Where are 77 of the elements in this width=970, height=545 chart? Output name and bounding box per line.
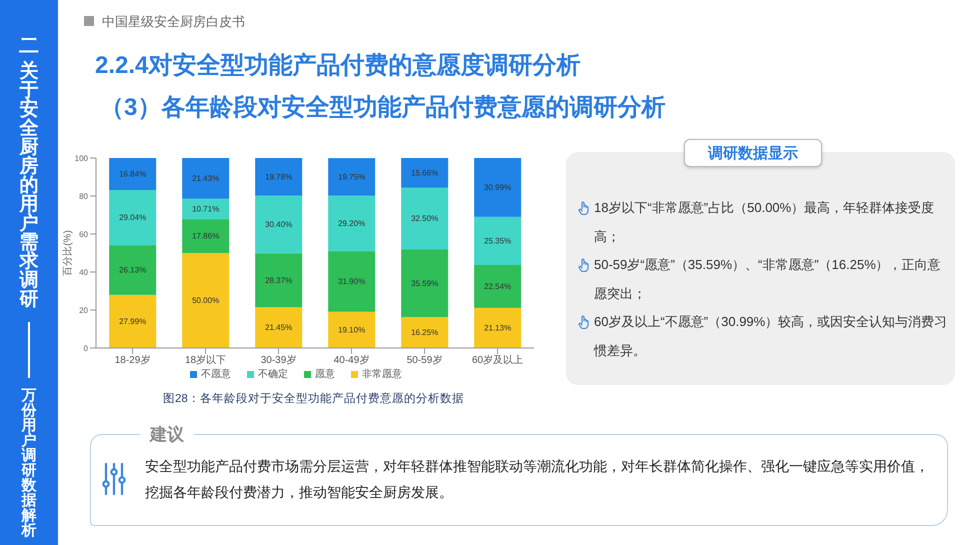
x-tick-label: 60岁及以上: [472, 354, 524, 366]
text: 50-59岁“愿意”（35.59%）、“非常愿意”（16.25%），正向意愿突出；: [594, 256, 942, 302]
bar: [401, 158, 448, 188]
data-label: 29.20%: [338, 218, 366, 228]
x-tick-label: 40-49岁: [334, 354, 370, 366]
text: 18岁以下“非常愿意”占比（50.00%）最高，年轻群体接受度高；: [594, 199, 936, 246]
bar: [401, 250, 448, 318]
bar: [255, 196, 302, 254]
data-label: 21.45%: [265, 323, 292, 332]
bar: [255, 253, 302, 308]
chart-subtitle: （3）各年龄段对安全型功能产品付费意愿的调研分析: [100, 93, 666, 123]
bar: [328, 196, 376, 252]
y-tick-label: 60: [79, 230, 89, 239]
text: 安全型功能产品付费市场需分层运营，对年轻群体推智能联动等潮流化功能，对年长群体简化操作、强化一键应急等实用价值，挖掘各年龄段付费潜力，推动智能安全厨房发展。: [145, 457, 930, 502]
data-label: 31.90%: [338, 276, 366, 286]
bar: [474, 158, 522, 217]
y-tick-label: 100: [74, 154, 89, 163]
data-label: 26.13%: [119, 265, 146, 274]
legend-label: 不愿意: [200, 368, 231, 381]
data-label: 27.99%: [119, 316, 146, 326]
bar: [182, 219, 230, 253]
data-label: 29.04%: [119, 213, 146, 222]
legend-label: 愿意: [314, 368, 335, 381]
data-label: 32.50%: [411, 214, 438, 224]
bar: [474, 265, 522, 308]
legend-label: 非常愿意: [361, 368, 402, 381]
bar: [109, 158, 156, 190]
x-tick-label: 50-59岁: [406, 354, 442, 366]
text: 万份用户调研数据解析: [22, 387, 36, 539]
data-label: 28.37%: [265, 276, 292, 285]
bar: [109, 190, 156, 246]
text: 60岁及以上“不愿意”（30.99%）较高，或因安全认知与消费习惯差异。: [594, 313, 948, 360]
bar: [328, 251, 376, 312]
y-tick-label: 20: [79, 306, 89, 315]
bar: [401, 317, 448, 348]
text: 关于安全厨房的用户需求调研: [20, 61, 38, 310]
data-label: 16.25%: [411, 328, 438, 338]
data-label: 21.43%: [192, 174, 220, 183]
bar: [182, 198, 230, 220]
y-tick-label: 80: [79, 192, 89, 201]
x-tick-label: 30-39岁: [260, 354, 296, 366]
data-label: 16.84%: [119, 170, 146, 178]
legend-label: 不确定: [257, 368, 288, 381]
bar: [109, 245, 156, 295]
data-label: 15.66%: [411, 168, 438, 178]
data-label: 21.13%: [484, 323, 512, 332]
text: 二: [18, 35, 40, 57]
data-label: 19.75%: [338, 172, 366, 182]
data-label: 30.40%: [265, 220, 292, 229]
bar: [401, 188, 448, 250]
bar: [255, 307, 302, 348]
data-label: 35.59%: [411, 278, 438, 288]
data-label: 19.10%: [338, 325, 366, 334]
x-tick-label: 18-29岁: [114, 354, 150, 366]
text: 建议: [140, 424, 194, 446]
bar: [474, 216, 522, 266]
caption: 图28：各年龄段对于安全型功能产品付费意愿的分析数据: [163, 392, 464, 407]
y-tick-label: 0: [84, 344, 89, 353]
bar: [255, 158, 302, 196]
y-axis-title: 百分比(%): [62, 230, 74, 276]
data-label: 22.54%: [484, 282, 512, 291]
data-label: 30.99%: [484, 182, 512, 192]
bar: [474, 308, 522, 348]
bar: [328, 312, 376, 348]
x-tick-label: 18岁以下: [184, 354, 226, 366]
data-label: 17.86%: [192, 232, 220, 241]
data-label: 50.00%: [192, 296, 220, 305]
bar: [328, 158, 376, 196]
bar: [182, 253, 230, 348]
bar: [182, 158, 230, 199]
data-label: 25.35%: [484, 236, 512, 246]
y-tick-label: 40: [79, 268, 89, 277]
data-label: 10.71%: [192, 204, 220, 214]
bar: [109, 294, 156, 348]
text: 中国星级安全厨房白皮书: [102, 13, 245, 31]
chart-title: 2.2.4对安全型功能产品付费的意愿度调研分析: [95, 51, 580, 81]
data-label: 19.78%: [265, 172, 292, 182]
